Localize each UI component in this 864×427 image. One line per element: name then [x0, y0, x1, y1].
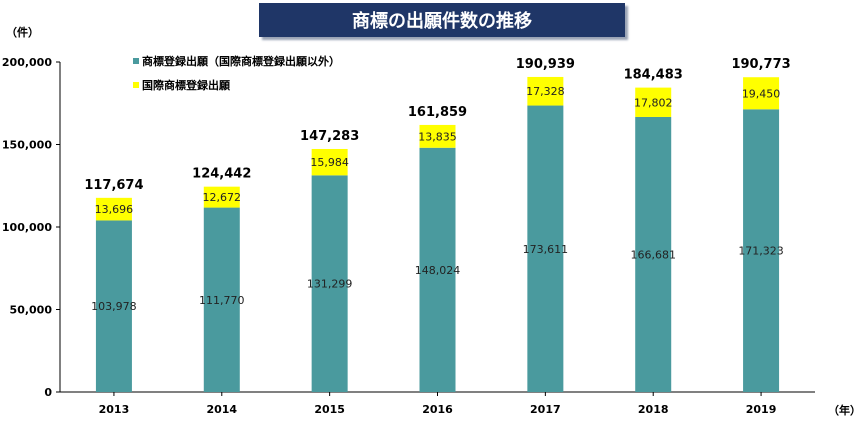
data-label-total: 184,483	[624, 68, 683, 83]
bar-domestic	[95, 220, 132, 392]
data-label-international: 13,835	[418, 130, 457, 143]
data-label-international: 19,450	[742, 87, 781, 100]
bar-international	[203, 186, 240, 208]
x-tick-label: 2016	[422, 403, 453, 416]
bar-international	[95, 197, 132, 221]
data-label-domestic: 103,978	[91, 300, 137, 313]
data-label-domestic: 148,024	[415, 264, 461, 277]
data-label-domestic: 131,299	[307, 278, 353, 291]
x-unit-label: （年）	[828, 403, 861, 417]
data-label-international: 13,696	[95, 203, 134, 216]
data-label-total: 190,773	[731, 57, 790, 72]
data-label-total: 147,283	[300, 129, 359, 144]
bar-international	[419, 124, 456, 148]
y-tick-label: 200,000	[2, 56, 52, 69]
data-label-domestic: 111,770	[199, 294, 245, 307]
bar-domestic	[311, 175, 348, 392]
bar-domestic	[743, 109, 780, 392]
data-label-total: 161,859	[408, 105, 467, 120]
legend-swatch	[133, 82, 139, 88]
y-tick-label: 100,000	[2, 221, 52, 234]
bar-international	[635, 87, 672, 117]
data-label-domestic: 171,323	[738, 245, 784, 258]
data-label-domestic: 173,611	[523, 243, 569, 256]
legend-label: 商標登録出願（国際商標登録出願以外）	[142, 54, 340, 68]
chart-title: 商標の出願件数の推移	[259, 3, 625, 37]
x-tick-label: 2014	[206, 403, 237, 416]
y-tick-label: 0	[44, 386, 52, 399]
x-tick-label: 2019	[746, 403, 777, 416]
x-tick-label: 2013	[99, 403, 130, 416]
bar-international	[743, 77, 780, 110]
y-tick-label: 50,000	[10, 304, 53, 317]
bar-international	[527, 76, 564, 106]
bar-domestic	[419, 147, 456, 392]
data-label-international: 17,328	[526, 85, 565, 98]
y-unit-label: （件）	[6, 25, 39, 39]
y-tick-label: 150,000	[2, 139, 52, 152]
x-tick-label: 2015	[314, 403, 345, 416]
x-tick-label: 2017	[530, 403, 561, 416]
legend-label: 国際商標登録出願	[142, 78, 231, 92]
data-label-international: 17,802	[634, 96, 673, 109]
legend-swatch	[133, 58, 139, 64]
data-label-total: 190,939	[516, 57, 575, 72]
bar-domestic	[527, 105, 564, 393]
x-tick-label: 2018	[638, 403, 669, 416]
data-label-total: 124,442	[192, 167, 251, 182]
bar-domestic	[203, 207, 240, 392]
data-label-international: 12,672	[203, 191, 242, 204]
bar-domestic	[635, 116, 672, 392]
data-label-domestic: 166,681	[630, 248, 676, 261]
bar-international	[311, 148, 348, 176]
data-label-international: 15,984	[310, 156, 349, 169]
data-label-total: 117,674	[84, 178, 143, 193]
